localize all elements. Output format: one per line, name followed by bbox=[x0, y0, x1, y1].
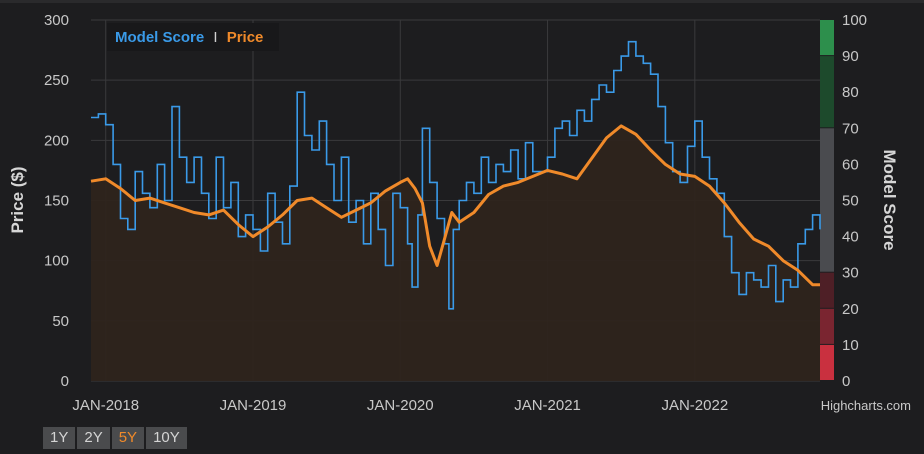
range-button-10y[interactable]: 10Y bbox=[146, 427, 187, 449]
left-tick-150: 150 bbox=[44, 193, 69, 210]
left-tick-300: 300 bbox=[44, 12, 69, 29]
x-tick-jan-2022: JAN-2022 bbox=[661, 397, 728, 414]
legend-price[interactable]: Price bbox=[227, 29, 264, 46]
score-bands bbox=[820, 20, 834, 380]
right-tick-40: 40 bbox=[842, 229, 859, 246]
left-tick-200: 200 bbox=[44, 132, 69, 149]
right-tick-80: 80 bbox=[842, 84, 859, 101]
left-axis-ticks: 0 50 100 150 200 250 300 bbox=[44, 12, 69, 390]
score-band-70-90 bbox=[820, 56, 834, 128]
x-tick-jan-2020: JAN-2020 bbox=[367, 397, 434, 414]
score-band-20-30 bbox=[820, 272, 834, 308]
score-band-90-100 bbox=[820, 20, 834, 56]
x-axis-ticks: JAN-2018 JAN-2019 JAN-2020 JAN-2021 JAN-2022 bbox=[72, 397, 728, 414]
right-axis-ticks: 0 10 20 30 40 50 60 70 80 90 100 bbox=[842, 12, 867, 390]
model-score-line[interactable] bbox=[91, 40, 821, 310]
left-tick-50: 50 bbox=[52, 313, 69, 330]
price-area-layer bbox=[91, 125, 820, 382]
credits-link[interactable]: Highcharts.com bbox=[821, 398, 911, 413]
left-tick-250: 250 bbox=[44, 72, 69, 89]
score-band-30-70 bbox=[820, 128, 834, 272]
right-tick-50: 50 bbox=[842, 193, 859, 210]
right-axis-title: Model Score bbox=[880, 149, 899, 250]
right-tick-20: 20 bbox=[842, 301, 859, 318]
right-tick-100: 100 bbox=[842, 12, 867, 29]
price-line[interactable] bbox=[90, 124, 820, 287]
right-tick-0: 0 bbox=[842, 373, 850, 390]
right-tick-90: 90 bbox=[842, 48, 859, 65]
right-tick-70: 70 bbox=[842, 120, 859, 137]
legend-separator: I bbox=[213, 29, 217, 46]
range-button-2y[interactable]: 2Y bbox=[77, 427, 110, 449]
score-band-0-10 bbox=[820, 344, 834, 380]
right-tick-30: 30 bbox=[842, 265, 859, 282]
left-axis-title: Price ($) bbox=[8, 166, 27, 233]
x-tick-jan-2018: JAN-2018 bbox=[72, 397, 139, 414]
legend[interactable]: Model Score I Price bbox=[107, 23, 279, 51]
left-tick-100: 100 bbox=[44, 253, 69, 270]
x-tick-jan-2021: JAN-2021 bbox=[514, 397, 581, 414]
legend-background bbox=[107, 23, 279, 51]
right-tick-60: 60 bbox=[842, 156, 859, 173]
series-layer[interactable] bbox=[90, 40, 821, 310]
x-tick-jan-2019: JAN-2019 bbox=[220, 397, 287, 414]
range-button-5y[interactable]: 5Y bbox=[111, 427, 145, 449]
left-tick-0: 0 bbox=[61, 373, 69, 390]
range-button-1y[interactable]: 1Y bbox=[43, 427, 76, 449]
top-border bbox=[0, 0, 924, 3]
right-tick-10: 10 bbox=[842, 337, 859, 354]
price-area-fill bbox=[91, 125, 820, 382]
range-selector: 1Y 2Y 5Y 10Y bbox=[43, 427, 187, 449]
score-band-10-20 bbox=[820, 308, 834, 344]
legend-model-score[interactable]: Model Score bbox=[115, 29, 204, 46]
svg-text:Model Score I Pric[interactable]: Model Score I Price bbox=[115, 29, 263, 46]
